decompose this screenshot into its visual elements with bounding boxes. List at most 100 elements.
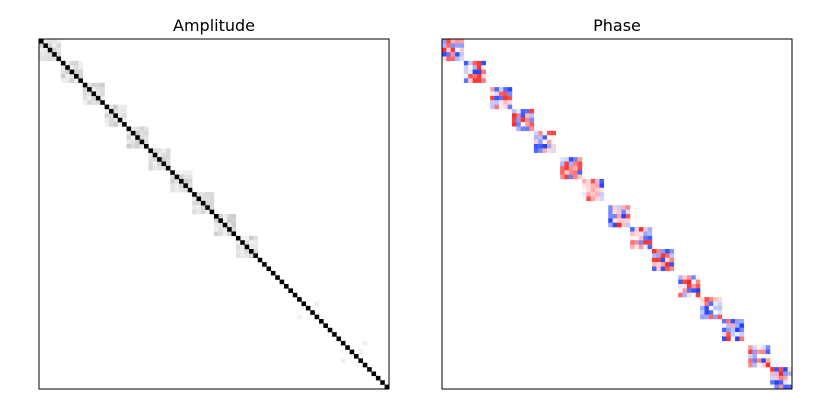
heatmap-cell (249, 235, 254, 241)
heatmap-cell (700, 310, 705, 315)
heatmap-cell (612, 214, 618, 219)
heatmap-cell (148, 161, 153, 167)
heatmap-cell (161, 152, 167, 158)
heatmap-cell (459, 47, 465, 53)
heatmap-cell (713, 301, 718, 307)
heatmap-cell (730, 323, 736, 328)
heatmap-cell (520, 113, 526, 118)
heatmap-cell (582, 196, 587, 202)
heatmap-cell (95, 82, 101, 88)
heatmap-cell (586, 196, 591, 202)
heatmap-cell (144, 139, 149, 145)
diagonal-cell (244, 244, 250, 250)
heatmap-cell (748, 354, 753, 359)
heatmap-cell (340, 358, 346, 363)
heatmap-cell (214, 227, 219, 232)
heatmap-cell (200, 192, 206, 197)
heatmap-cell (608, 222, 613, 228)
heatmap-cell (708, 297, 714, 302)
heatmap-cell (78, 74, 83, 79)
heatmap-cell (183, 174, 188, 180)
heatmap-cell (652, 266, 657, 272)
heatmap-cell (231, 214, 237, 219)
heatmap-cell (630, 240, 635, 245)
heatmap-cell (170, 179, 175, 184)
heatmap-cell (586, 179, 591, 184)
heatmap-cell (542, 130, 548, 136)
heatmap-cell (687, 292, 692, 298)
heatmap-cell (314, 301, 320, 307)
heatmap-cell (205, 192, 210, 197)
heatmap-cell (582, 183, 587, 188)
heatmap-cell (713, 314, 718, 320)
heatmap-cell (529, 117, 535, 123)
heatmap-cell (647, 240, 653, 245)
heatmap-cell (442, 47, 447, 53)
heatmap-cell (468, 69, 473, 75)
heatmap-cell (582, 179, 587, 184)
heatmap-cell (450, 56, 456, 62)
heatmap-cell (253, 240, 258, 245)
heatmap-cell (630, 244, 635, 250)
heatmap-cell (503, 104, 508, 110)
heatmap-cell (695, 284, 701, 289)
heatmap-cell (520, 126, 526, 132)
heatmap-cell (669, 249, 675, 254)
diagonal-cell (135, 135, 140, 140)
heatmap-cell (617, 205, 622, 210)
heatmap-cell (459, 43, 465, 48)
heatmap-cell (109, 113, 114, 118)
heatmap-cell (231, 218, 237, 223)
heatmap-cell (240, 249, 245, 254)
heatmap-cell (752, 349, 758, 355)
heatmap-cell (95, 91, 101, 97)
heatmap-cell (687, 284, 692, 289)
heatmap-cell (200, 205, 206, 210)
diagonal-cell (262, 262, 267, 267)
heatmap-cell (678, 284, 683, 289)
diagonal-cell (60, 60, 66, 66)
heatmap-cell (209, 196, 215, 202)
diagonal-cell (139, 139, 145, 145)
heatmap-cell (665, 249, 670, 254)
heatmap-cell (560, 161, 565, 167)
heatmap-cell (665, 262, 670, 267)
heatmap-cell (174, 179, 180, 184)
heatmap-cell (770, 380, 775, 385)
diagonal-cell (161, 161, 167, 167)
heatmap-cell (691, 275, 696, 280)
diagonal-cell (362, 362, 368, 368)
heatmap-cell (152, 157, 158, 162)
heatmap-cell (113, 104, 118, 110)
heatmap-cell (595, 187, 600, 193)
heatmap-cell (678, 288, 683, 293)
heatmap-cell (139, 135, 145, 140)
diagonal-cell (327, 327, 333, 333)
heatmap-cell (187, 179, 193, 184)
heatmap-cell (477, 74, 482, 79)
heatmap-cell (595, 192, 600, 197)
heatmap-cell (174, 183, 180, 188)
heatmap-cell (695, 292, 701, 298)
diagonal-cell (78, 78, 83, 83)
heatmap-cell (778, 384, 784, 390)
heatmap-cell (625, 209, 631, 215)
heatmap-cell (533, 148, 539, 153)
heatmap-cell (774, 384, 780, 390)
heatmap-cell (761, 345, 766, 350)
diagonal-cell (305, 305, 311, 311)
diagonal-cell (170, 170, 175, 175)
heatmap-cell (568, 161, 574, 167)
heatmap-cell (196, 200, 202, 206)
heatmap-cell (152, 161, 158, 167)
heatmap-cell (498, 87, 504, 92)
heatmap-cell (139, 130, 145, 136)
diagonal-cell (310, 310, 315, 315)
heatmap-cell (455, 43, 460, 48)
heatmap-cell (165, 157, 171, 162)
heatmap-cell (446, 52, 451, 57)
phase-title: Phase (593, 16, 641, 35)
heatmap-cell (512, 122, 517, 127)
heatmap-cell (170, 183, 175, 188)
heatmap-cell (538, 148, 543, 153)
